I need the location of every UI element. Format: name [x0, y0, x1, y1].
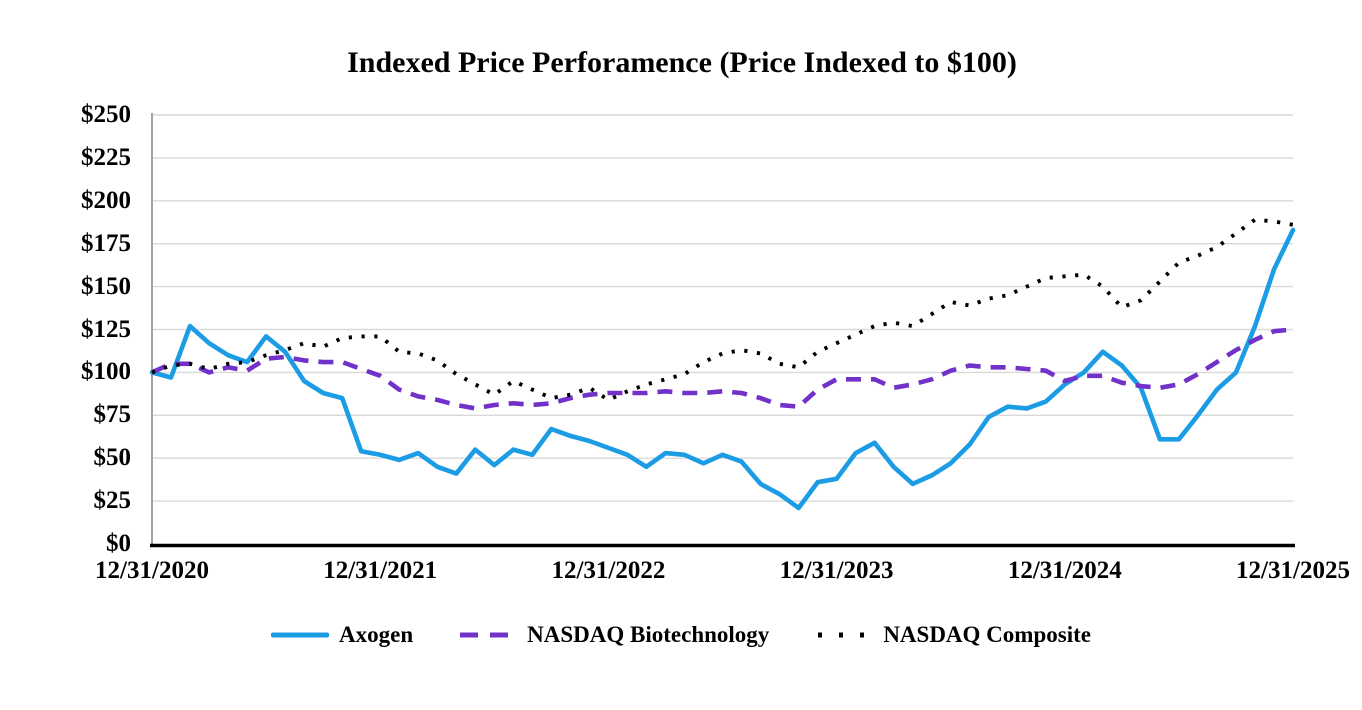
y-tick-label: $225: [81, 143, 131, 171]
legend-label-axogen: Axogen: [339, 622, 414, 647]
chart-legend: Axogen NASDAQ Biotechnology NASDAQ Compo…: [0, 622, 1362, 648]
axogen-line-swatch-icon: [271, 632, 330, 638]
legend-item-axogen: Axogen: [271, 622, 413, 648]
y-tick-label: $50: [93, 444, 132, 472]
series-line-axogen: [149, 227, 1296, 511]
legend-item-nasdaq-composite: NASDAQ Composite: [815, 622, 1091, 648]
legend-label-nasdaq-biotechnology: NASDAQ Biotechnology: [527, 622, 770, 647]
y-tick-label: $250: [81, 101, 131, 128]
chart-title: Indexed Price Perforamence (Price Indexe…: [347, 46, 1017, 79]
y-tick-label: $0: [106, 530, 131, 557]
y-tick-label: $100: [81, 358, 131, 386]
x-tick-label: 12/31/2024: [1007, 557, 1122, 584]
y-tick-label: $25: [93, 487, 132, 515]
y-tick-label: $75: [93, 401, 132, 429]
y-tick-label: $150: [81, 272, 131, 300]
x-tick-label: 12/31/2022: [551, 557, 666, 584]
biotech-dashed-line-swatch-icon: [460, 632, 518, 638]
x-tick-label: 12/31/2020: [95, 557, 209, 584]
y-tick-label: $175: [81, 229, 131, 257]
legend-item-nasdaq-biotechnology: NASDAQ Biotechnology: [459, 622, 769, 648]
x-tick-label: 12/31/2021: [323, 557, 438, 584]
x-tick-label: 12/31/2023: [779, 557, 894, 584]
x-tick-label: 12/31/2025: [1236, 557, 1350, 584]
composite-dotted-line-swatch-icon: [818, 632, 874, 638]
y-tick-label: $125: [81, 315, 131, 343]
y-tick-label: $200: [81, 186, 131, 214]
legend-label-nasdaq-composite: NASDAQ Composite: [883, 622, 1091, 647]
